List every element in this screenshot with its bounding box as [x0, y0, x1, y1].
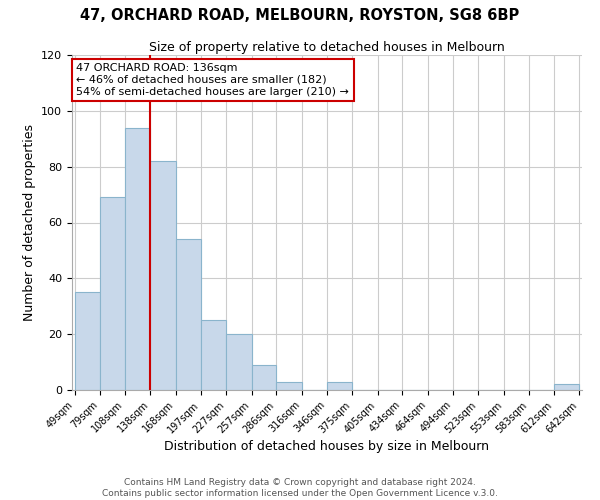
Text: 47 ORCHARD ROAD: 136sqm
← 46% of detached houses are smaller (182)
54% of semi-d: 47 ORCHARD ROAD: 136sqm ← 46% of detache… [76, 64, 349, 96]
Bar [277, 382, 302, 390]
Bar [200, 320, 226, 390]
Bar [251, 365, 277, 390]
Bar [74, 292, 100, 390]
Bar [125, 128, 151, 390]
Text: Contains HM Land Registry data © Crown copyright and database right 2024.
Contai: Contains HM Land Registry data © Crown c… [102, 478, 498, 498]
Bar [176, 240, 200, 390]
Text: 47, ORCHARD ROAD, MELBOURN, ROYSTON, SG8 6BP: 47, ORCHARD ROAD, MELBOURN, ROYSTON, SG8… [80, 8, 520, 22]
Title: Size of property relative to detached houses in Melbourn: Size of property relative to detached ho… [149, 41, 505, 54]
X-axis label: Distribution of detached houses by size in Melbourn: Distribution of detached houses by size … [164, 440, 490, 454]
Bar [226, 334, 251, 390]
Y-axis label: Number of detached properties: Number of detached properties [23, 124, 35, 321]
Bar [151, 161, 176, 390]
Bar [554, 384, 580, 390]
Bar [328, 382, 352, 390]
Bar [100, 198, 125, 390]
